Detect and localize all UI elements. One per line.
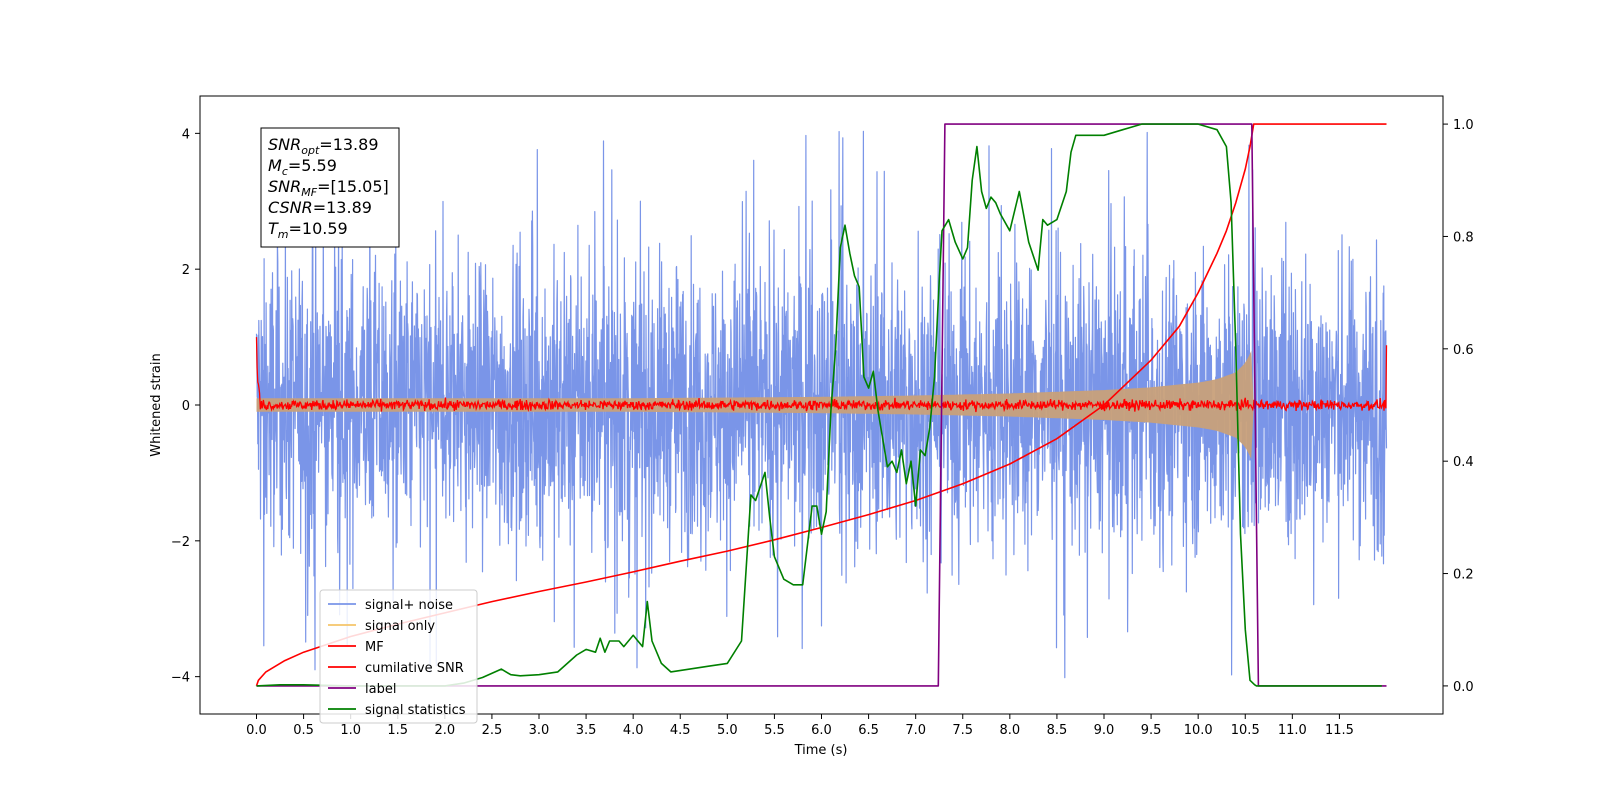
y-right-tick-label: 0.0 <box>1453 680 1474 695</box>
series-signal-plus-noise <box>255 130 1388 679</box>
x-axis-label: Time (s) <box>794 743 848 758</box>
x-tick-label: 10.5 <box>1231 723 1260 738</box>
axes-layer: 0.0 0.5 1.0 1.5 2.0 2.5 3.0 3.5 4.0 4.5 5.0 5.5 6.0 6… <box>171 118 1474 738</box>
series-mf <box>255 337 1388 413</box>
y-right-tick-label: 0.8 <box>1453 230 1474 245</box>
x-tick-label: 3.5 <box>576 723 597 738</box>
x-tick-label: 1.0 <box>340 723 361 738</box>
x-tick-label: 0.5 <box>293 723 314 738</box>
x-tick-label: 10.0 <box>1184 723 1213 738</box>
x-tick-label: 9.5 <box>1141 723 1162 738</box>
legend-label: MF <box>365 640 384 655</box>
y-right-tick-label: 0.6 <box>1453 343 1474 358</box>
x-tick-label: 11.0 <box>1278 723 1307 738</box>
x-tick-label: 7.5 <box>952 723 973 738</box>
y-right-tick-label: 0.4 <box>1453 455 1474 470</box>
x-tick-label: 4.5 <box>670 723 691 738</box>
x-tick-label: 6.5 <box>858 723 879 738</box>
legend-label: signal statistics <box>365 703 466 718</box>
legend-label: label <box>365 682 396 697</box>
y-left-tick-label: 4 <box>182 127 190 142</box>
info-box: SNRopt=13.89Mc=5.59SNRMF=[15.05]CSNR=13.… <box>260 127 400 248</box>
legend: signal+ noise signal only MF cumilative SNR… <box>319 589 478 724</box>
info-line: SNRopt=13.89 <box>268 135 379 157</box>
y-left-tick-label: 2 <box>182 263 190 278</box>
x-tick-label: 5.0 <box>717 723 738 738</box>
x-tick-label: 3.0 <box>529 723 550 738</box>
x-tick-label: 8.5 <box>1047 723 1068 738</box>
y-axis-label: Whitened strain <box>149 353 164 456</box>
x-tick-label: 4.0 <box>623 723 644 738</box>
x-tick-label: 5.5 <box>764 723 785 738</box>
info-line: CSNR=13.89 <box>268 198 372 217</box>
x-tick-label: 8.0 <box>999 723 1020 738</box>
info-box-frame <box>260 127 400 248</box>
info-line: SNRMF=[15.05] <box>268 177 389 199</box>
legend-label: signal+ noise <box>365 598 453 613</box>
y-left-tick-label: −2 <box>171 535 190 550</box>
x-tick-label: 1.5 <box>387 723 408 738</box>
x-tick-label: 0.0 <box>246 723 267 738</box>
x-tick-label: 2.5 <box>482 723 503 738</box>
x-tick-label: 6.0 <box>811 723 832 738</box>
y-right-tick-label: 1.0 <box>1453 118 1474 133</box>
series-signal-statistics <box>256 123 1382 687</box>
y-left-tick-label: 0 <box>182 399 190 414</box>
info-line: Mc=5.59 <box>268 156 337 178</box>
x-tick-label: 11.5 <box>1325 723 1354 738</box>
legend-label: signal only <box>365 619 435 634</box>
y-right-tick-label: 0.2 <box>1453 568 1474 583</box>
legend-label: cumilative SNR <box>365 661 464 676</box>
x-tick-label: 2.0 <box>434 723 455 738</box>
y-left-tick-label: −4 <box>171 671 190 686</box>
info-line: Tm=10.59 <box>268 219 348 241</box>
x-tick-label: 7.0 <box>905 723 926 738</box>
x-tick-label: 9.0 <box>1094 723 1115 738</box>
legend-frame <box>319 589 478 724</box>
